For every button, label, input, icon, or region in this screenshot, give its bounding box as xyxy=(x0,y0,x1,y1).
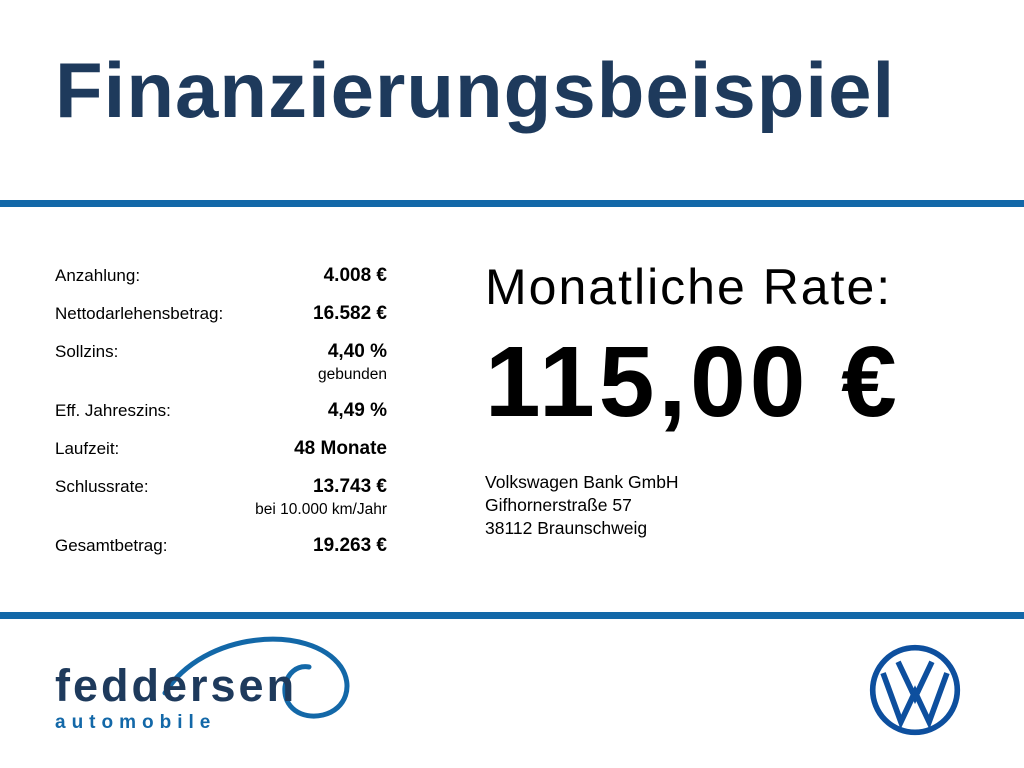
page-title: Finanzierungsbeispiel xyxy=(55,46,896,134)
finance-value: 16.582 € xyxy=(313,303,387,324)
finance-row-laufzeit: Laufzeit: 48 Monate xyxy=(55,438,387,460)
dealer-logo: feddersen automobile xyxy=(55,636,385,762)
finance-value: 4,40 % xyxy=(327,341,387,362)
top-divider xyxy=(0,200,1024,207)
finance-value: 4,49 % xyxy=(327,400,387,421)
dealer-subtitle: automobile xyxy=(55,712,217,733)
dealer-name: feddersen xyxy=(55,660,298,711)
vw-logo-icon xyxy=(869,644,961,736)
bank-address-line: Gifhornerstraße 57 xyxy=(485,495,632,515)
finance-label: Gesamtbetrag: xyxy=(55,536,168,555)
bottom-divider xyxy=(0,612,1024,619)
finance-label: Eff. Jahreszins: xyxy=(55,401,171,420)
finance-row-nettodarlehensbetrag: Nettodarlehensbetrag: 16.582 € xyxy=(55,303,387,325)
finance-value: 48 Monate xyxy=(294,438,387,459)
finance-value: 13.743 € xyxy=(313,476,387,497)
finance-label: Anzahlung: xyxy=(55,266,141,285)
monthly-rate-amount: 115,00 € xyxy=(485,326,901,438)
finance-value: 19.263 € xyxy=(313,535,387,556)
finance-table: Anzahlung: 4.008 € Nettodarlehensbetrag:… xyxy=(55,265,387,573)
finance-row-schlussrate: Schlussrate: 13.743 € xyxy=(55,476,387,498)
bank-address-line: Volkswagen Bank GmbH xyxy=(485,472,679,492)
finance-note-schlussrate: bei 10.000 km/Jahr xyxy=(255,501,387,518)
finance-label: Nettodarlehensbetrag: xyxy=(55,304,224,323)
bank-address-line: 38112 Braunschweig xyxy=(485,518,648,538)
finance-label: Sollzins: xyxy=(55,342,119,361)
finance-row-sollzins: Sollzins: 4,40 % xyxy=(55,341,387,363)
finance-value: 4.008 € xyxy=(323,265,387,286)
finance-label: Schlussrate: xyxy=(55,477,149,496)
bank-address: Volkswagen Bank GmbH Gifhornerstraße 57 … xyxy=(485,471,1015,540)
finance-row-gesamtbetrag: Gesamtbetrag: 19.263 € xyxy=(55,535,387,557)
monthly-rate-heading: Monatliche Rate: xyxy=(485,259,893,315)
finance-note-sollzins: gebunden xyxy=(318,366,387,383)
monthly-rate-block: Monatliche Rate: 115,00 € Volkswagen Ban… xyxy=(485,258,1015,540)
footer: feddersen automobile xyxy=(0,619,1024,768)
finance-row-anzahlung: Anzahlung: 4.008 € xyxy=(55,265,387,287)
finance-label: Laufzeit: xyxy=(55,439,120,458)
finance-row-eff-jahreszins: Eff. Jahreszins: 4,49 % xyxy=(55,400,387,422)
